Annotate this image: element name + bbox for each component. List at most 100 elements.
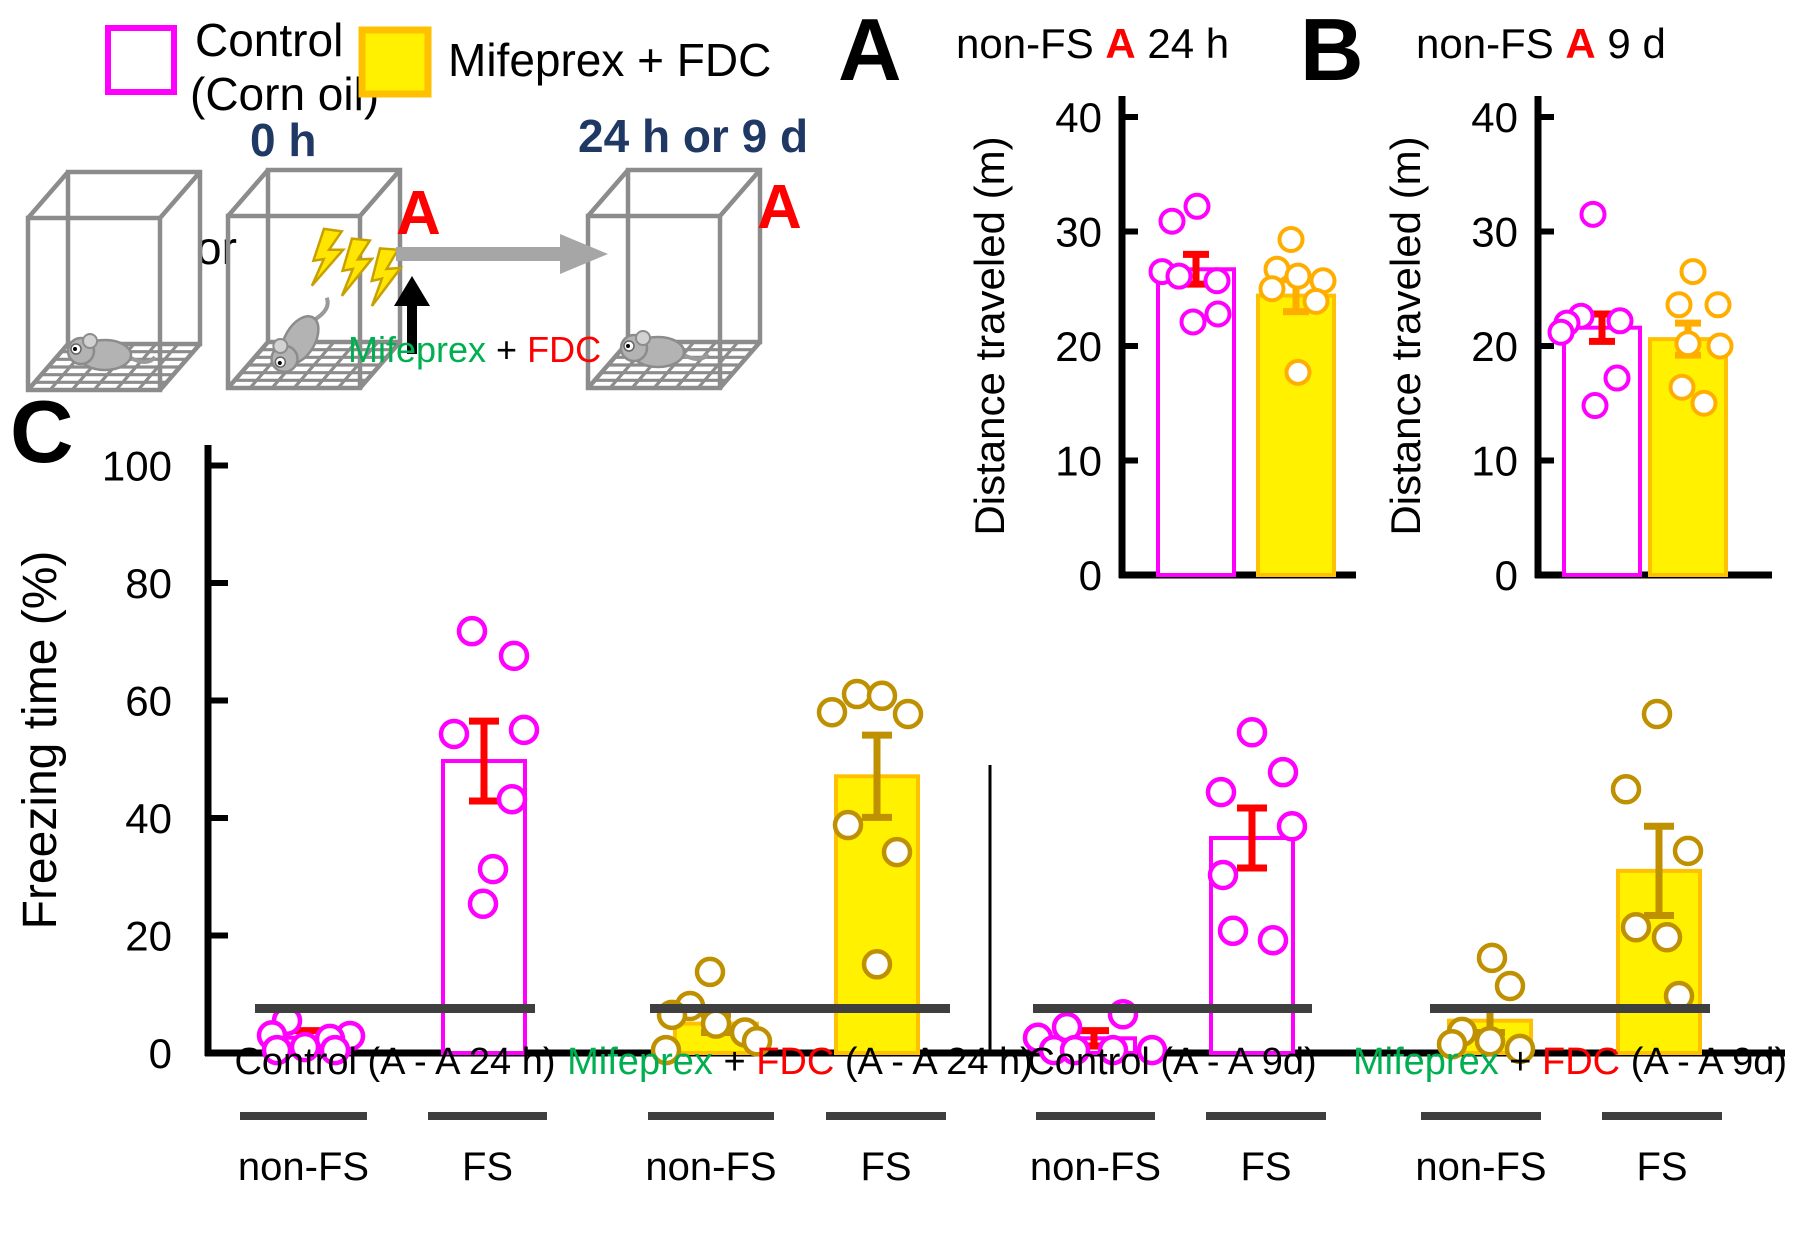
- condition-label: FS: [1240, 1145, 1291, 1189]
- cage-edge: [226, 168, 270, 218]
- group-label: Control (A - A 9d): [1027, 1041, 1316, 1083]
- data-point: [1179, 308, 1207, 336]
- context-a-label-shock: A: [396, 179, 441, 248]
- cage-edge: [158, 170, 202, 220]
- y-tick-label: 10: [1055, 438, 1102, 485]
- group-label: Control (A - A 24 h): [234, 1041, 555, 1083]
- condition-label: non-FS: [645, 1145, 776, 1189]
- data-point: [741, 1026, 773, 1057]
- data-point: [1217, 915, 1249, 947]
- mouse-icon: [270, 296, 330, 374]
- condition-label: FS: [462, 1145, 513, 1189]
- data-point: [866, 680, 898, 712]
- data-point: [498, 640, 530, 672]
- y-tick-label: 20: [1471, 323, 1518, 370]
- group-label-part: Mifeprex: [1353, 1041, 1509, 1083]
- data-point: [1494, 970, 1526, 1002]
- data-point: [319, 1034, 351, 1066]
- data-point: [1158, 207, 1186, 235]
- legend-control-sublabel: (Corn oil): [190, 68, 379, 120]
- mouse-icon: [619, 330, 710, 369]
- data-point: [832, 809, 864, 841]
- data-point: [1205, 776, 1237, 808]
- mouse-tail: [312, 296, 330, 322]
- condition-label: non-FS: [238, 1145, 369, 1189]
- y-tick-label: 0: [149, 1030, 172, 1077]
- condition-underline: [1206, 1112, 1326, 1120]
- data-point: [1704, 291, 1732, 319]
- data-point: [1581, 392, 1609, 420]
- mouse-icon: [66, 333, 157, 372]
- lightning-bolt-icon: [340, 237, 375, 297]
- data-point: [1690, 389, 1718, 417]
- data-point: [289, 1031, 321, 1063]
- panel-b-letter: B: [1300, 0, 1364, 99]
- panel-c-chart: 0 20 40 60 80 100 Control (A - A 24 h) non-FS FS…: [102, 443, 1787, 1190]
- error-bar: [862, 731, 892, 821]
- mouse-pupil: [73, 347, 77, 351]
- data-point: [1267, 756, 1299, 788]
- data-point: [816, 697, 848, 728]
- data-point: [1277, 226, 1305, 254]
- cage-floor-grid: [696, 340, 740, 390]
- data-point: [861, 949, 893, 980]
- error-bar: [1644, 822, 1674, 920]
- data-point: [1059, 1034, 1091, 1066]
- group-label-part: +: [1509, 1041, 1542, 1083]
- data-point: [1603, 364, 1631, 392]
- condition-label: FS: [1636, 1145, 1687, 1189]
- data-point: [508, 714, 540, 746]
- panel-b-title-part: 9 d: [1596, 20, 1666, 67]
- panel-b-chart: 0 10 20 30 40: [1471, 94, 1772, 599]
- bar-mifeprex: [1648, 337, 1728, 577]
- legend-swatch-control: [105, 25, 177, 95]
- data-point: [1204, 300, 1232, 328]
- mouse-ear: [82, 333, 98, 349]
- panel-a-title-context: A: [1105, 20, 1135, 67]
- mouse-ear: [635, 330, 651, 346]
- y-tick-label: 40: [1055, 94, 1102, 141]
- error-bar: [469, 717, 499, 805]
- data-point: [1257, 924, 1289, 956]
- group-label-part: (A - A 9d): [1631, 1041, 1787, 1083]
- condition-underline: [1602, 1112, 1722, 1120]
- y-tick-label: 40: [1471, 94, 1518, 141]
- legend: Control (Corn oil) Mifeprex + FDC: [105, 14, 771, 120]
- y-tick-label: 20: [125, 913, 172, 960]
- injection-label: Mifeprex + FDC: [348, 329, 601, 370]
- data-point: [1610, 773, 1642, 805]
- timeline-arrow-icon: [396, 234, 608, 274]
- group-underline: [255, 1004, 535, 1013]
- y-tick-label: 80: [125, 560, 172, 607]
- data-point: [1284, 358, 1312, 386]
- data-point: [1674, 330, 1702, 358]
- data-point: [1258, 275, 1286, 303]
- data-point: [841, 678, 873, 710]
- panel-a-title-part: 24 h: [1136, 20, 1229, 67]
- injection-plus: +: [496, 329, 527, 370]
- y-tick-label: 40: [125, 795, 172, 842]
- group-label-part: Mifeprex: [567, 1041, 723, 1083]
- data-point: [1547, 318, 1575, 346]
- cage-floor-grid: [136, 342, 180, 392]
- data-point: [1579, 200, 1607, 228]
- data-point: [261, 1034, 293, 1066]
- condition-underline: [428, 1112, 547, 1120]
- mouse-tail: [681, 352, 710, 361]
- group-label: Mifeprex + FDC (A - A 24 h): [567, 1041, 1033, 1083]
- condition-underline: [240, 1112, 367, 1120]
- cage-edge: [358, 168, 402, 218]
- condition-underline: [1421, 1112, 1541, 1120]
- mouse-pupil: [277, 360, 282, 365]
- mouse-ear: [272, 337, 289, 354]
- cage-edge: [26, 170, 70, 220]
- mouse-tail: [128, 355, 157, 364]
- data-point: [496, 783, 528, 815]
- lightning-bolt-icon: [310, 227, 346, 287]
- data-point: [1165, 262, 1193, 290]
- data-point: [650, 1034, 682, 1066]
- condition-underline: [826, 1112, 946, 1120]
- data-point: [477, 853, 509, 885]
